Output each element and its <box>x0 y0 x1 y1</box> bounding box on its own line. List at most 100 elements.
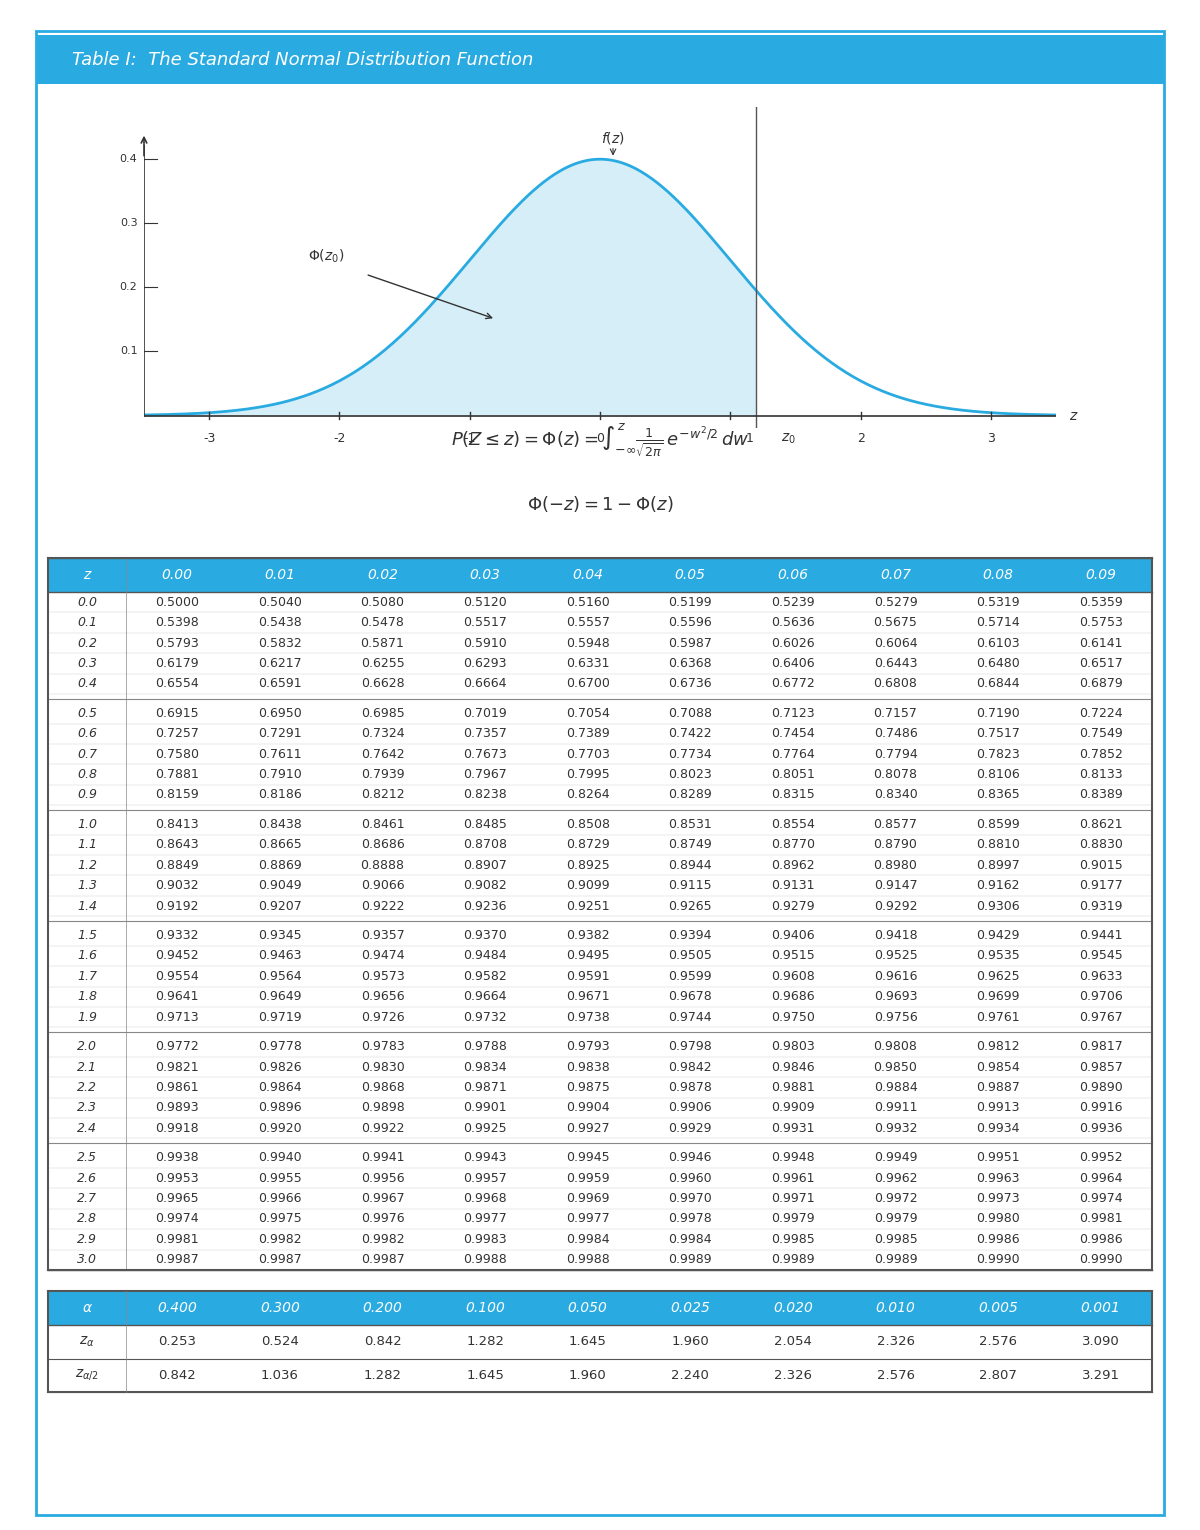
Text: 0.8365: 0.8365 <box>977 788 1020 802</box>
Text: 0.9948: 0.9948 <box>772 1151 815 1164</box>
Text: 0.9949: 0.9949 <box>874 1151 917 1164</box>
Text: 0.5359: 0.5359 <box>1079 595 1122 609</box>
Text: 0.9984: 0.9984 <box>566 1233 610 1245</box>
Text: 0.8289: 0.8289 <box>668 788 712 802</box>
Text: 1.960: 1.960 <box>569 1369 606 1382</box>
Text: 0.9515: 0.9515 <box>772 950 815 962</box>
Text: 0.7881: 0.7881 <box>155 768 199 780</box>
Text: 0.9573: 0.9573 <box>361 970 404 982</box>
Text: 0.6480: 0.6480 <box>977 656 1020 670</box>
Text: 0.9292: 0.9292 <box>874 900 917 912</box>
Text: 0.9896: 0.9896 <box>258 1102 301 1114</box>
Text: 3.090: 3.090 <box>1082 1336 1120 1348</box>
Text: 2.7: 2.7 <box>77 1192 97 1206</box>
Text: 0.9868: 0.9868 <box>361 1082 404 1094</box>
Text: 0.9893: 0.9893 <box>156 1102 199 1114</box>
Text: 0.9898: 0.9898 <box>361 1102 404 1114</box>
Text: 0.05: 0.05 <box>674 568 706 583</box>
Text: 0.9834: 0.9834 <box>463 1060 506 1074</box>
Text: 0.9989: 0.9989 <box>772 1253 815 1267</box>
Text: 0.9842: 0.9842 <box>668 1060 712 1074</box>
Text: 0.6950: 0.6950 <box>258 707 301 721</box>
Text: 0.7454: 0.7454 <box>772 727 815 741</box>
Text: 0.9756: 0.9756 <box>874 1011 917 1024</box>
Text: 0.00: 0.00 <box>162 568 193 583</box>
Text: 0: 0 <box>596 431 604 445</box>
Text: 0.9960: 0.9960 <box>668 1172 712 1184</box>
Text: 0.9441: 0.9441 <box>1079 929 1122 942</box>
Text: 0.9713: 0.9713 <box>156 1011 199 1024</box>
Text: 0.9988: 0.9988 <box>566 1253 610 1267</box>
Text: 0.02: 0.02 <box>367 568 398 583</box>
Text: 0.7642: 0.7642 <box>361 748 404 760</box>
Text: 2.1: 2.1 <box>77 1060 97 1074</box>
Text: 0.9953: 0.9953 <box>156 1172 199 1184</box>
Text: 1.1: 1.1 <box>77 838 97 851</box>
Text: 0.9633: 0.9633 <box>1079 970 1122 982</box>
Text: 0.8849: 0.8849 <box>156 858 199 872</box>
Text: 1.0: 1.0 <box>77 819 97 831</box>
Text: 0.9974: 0.9974 <box>1079 1192 1122 1206</box>
Text: 0.9808: 0.9808 <box>874 1040 918 1053</box>
Text: 0.7422: 0.7422 <box>668 727 712 741</box>
Text: 0.9846: 0.9846 <box>772 1060 815 1074</box>
Text: 0.6915: 0.6915 <box>156 707 199 721</box>
Text: -1: -1 <box>463 431 476 445</box>
Text: 1.8: 1.8 <box>77 990 97 1004</box>
Text: 0.6368: 0.6368 <box>668 656 712 670</box>
Text: α: α <box>83 1300 91 1316</box>
Text: 0.9082: 0.9082 <box>463 880 506 892</box>
Text: 0.9772: 0.9772 <box>156 1040 199 1053</box>
Text: 0.8770: 0.8770 <box>770 838 815 851</box>
Text: 0.9032: 0.9032 <box>156 880 199 892</box>
Text: 0.9989: 0.9989 <box>668 1253 712 1267</box>
Text: 0.9599: 0.9599 <box>668 970 712 982</box>
Text: 0.8485: 0.8485 <box>463 819 508 831</box>
Text: 2.5: 2.5 <box>77 1151 97 1164</box>
Text: 0.5080: 0.5080 <box>360 595 404 609</box>
Text: 0.9788: 0.9788 <box>463 1040 508 1053</box>
Text: 0.9591: 0.9591 <box>566 970 610 982</box>
Text: 0.4: 0.4 <box>120 153 138 164</box>
Text: 0.8461: 0.8461 <box>361 819 404 831</box>
Text: 0.5478: 0.5478 <box>360 617 404 629</box>
Text: 3.0: 3.0 <box>77 1253 97 1267</box>
Text: 1.036: 1.036 <box>260 1369 299 1382</box>
Text: z: z <box>83 568 91 583</box>
Text: 0.9962: 0.9962 <box>874 1172 917 1184</box>
Text: 0.6217: 0.6217 <box>258 656 301 670</box>
Text: 0.5832: 0.5832 <box>258 636 301 650</box>
Text: 0.9986: 0.9986 <box>977 1233 1020 1245</box>
Text: 0.9382: 0.9382 <box>566 929 610 942</box>
Text: 0.9973: 0.9973 <box>977 1192 1020 1206</box>
Text: 1.9: 1.9 <box>77 1011 97 1024</box>
Text: 0.6255: 0.6255 <box>361 656 404 670</box>
Text: 0.9306: 0.9306 <box>977 900 1020 912</box>
Text: 0.010: 0.010 <box>876 1300 916 1316</box>
Text: 0.9965: 0.9965 <box>156 1192 199 1206</box>
Text: 0.9830: 0.9830 <box>361 1060 404 1074</box>
Text: 0.6293: 0.6293 <box>463 656 506 670</box>
Text: 0.9484: 0.9484 <box>463 950 506 962</box>
Text: 0.9979: 0.9979 <box>874 1212 917 1226</box>
Text: 0.9418: 0.9418 <box>874 929 917 942</box>
Text: 1.282: 1.282 <box>466 1336 504 1348</box>
Text: 0.7549: 0.7549 <box>1079 727 1122 741</box>
Text: 0.9875: 0.9875 <box>565 1082 610 1094</box>
Text: 0.9990: 0.9990 <box>977 1253 1020 1267</box>
Text: 0.9952: 0.9952 <box>1079 1151 1122 1164</box>
Text: 0.6103: 0.6103 <box>977 636 1020 650</box>
Text: 0.8531: 0.8531 <box>668 819 712 831</box>
Text: 0.5557: 0.5557 <box>565 617 610 629</box>
Text: 0.5948: 0.5948 <box>566 636 610 650</box>
Text: 0.9545: 0.9545 <box>1079 950 1122 962</box>
Text: 0.9981: 0.9981 <box>156 1233 199 1245</box>
Text: 0.8599: 0.8599 <box>977 819 1020 831</box>
Text: 0.7823: 0.7823 <box>977 748 1020 760</box>
Text: 0.9345: 0.9345 <box>258 929 301 942</box>
Text: 0.06: 0.06 <box>778 568 809 583</box>
Text: 2.0: 2.0 <box>77 1040 97 1053</box>
Text: 0.09: 0.09 <box>1085 568 1116 583</box>
Text: 0.9656: 0.9656 <box>361 990 404 1004</box>
Text: 0.9066: 0.9066 <box>361 880 404 892</box>
